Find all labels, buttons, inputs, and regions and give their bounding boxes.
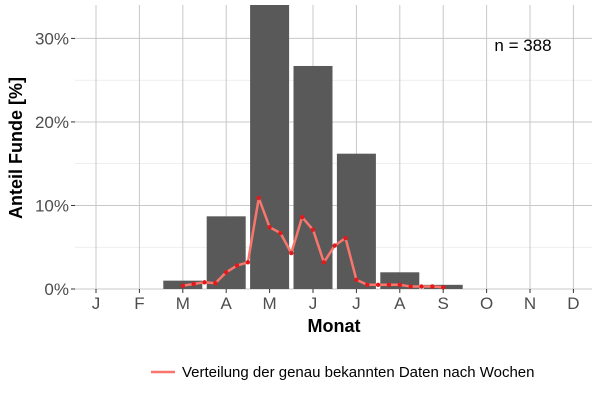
bar-m-4 [250, 5, 290, 289]
week-point-19 [386, 282, 392, 288]
x-tick-label: S [438, 294, 449, 313]
week-point-14 [332, 243, 337, 248]
week-point-13 [321, 260, 327, 265]
x-tick-label: O [480, 294, 493, 313]
week-point-2 [202, 280, 207, 285]
week-point-10 [289, 250, 294, 256]
y-axis-title: Anteil Funde [%] [6, 77, 26, 219]
bar-j-6 [336, 153, 376, 289]
x-tick-label: N [524, 294, 536, 313]
bars [163, 5, 463, 289]
week-point-7 [256, 195, 261, 201]
y-tick-label: 20% [35, 113, 69, 132]
week-point-18 [375, 282, 381, 288]
week-point-1 [191, 281, 196, 287]
week-point-23 [430, 284, 435, 289]
week-point-17 [365, 282, 370, 288]
week-point-0 [180, 283, 185, 288]
week-points [180, 195, 446, 290]
x-tick-label: M [176, 294, 190, 313]
sample-size-annotation: n = 388 [494, 36, 551, 55]
week-point-22 [419, 284, 424, 289]
week-point-16 [354, 277, 359, 283]
y-tick-label: 0% [44, 280, 69, 299]
week-point-12 [310, 227, 316, 232]
x-tick-label: M [263, 294, 277, 313]
legend: Verteilung der genau bekannten Daten nac… [151, 364, 535, 381]
x-tick-label: J [352, 294, 361, 313]
x-tick-label: J [309, 294, 318, 313]
x-tick-label: D [567, 294, 579, 313]
bar-a-3 [206, 216, 246, 289]
y-tick-label: 30% [35, 29, 69, 48]
week-point-11 [299, 214, 305, 220]
week-point-24 [441, 285, 446, 290]
y-tick-label: 10% [35, 196, 69, 215]
week-point-5 [234, 263, 240, 268]
bar-j-5 [293, 65, 333, 289]
week-point-15 [343, 235, 348, 241]
x-tick-label: A [394, 294, 406, 313]
week-point-8 [267, 224, 272, 230]
week-point-9 [278, 230, 283, 236]
x-tick-label: A [221, 294, 233, 313]
week-point-4 [224, 270, 229, 275]
x-tick-label: J [92, 294, 101, 313]
legend-label: Verteilung der genau bekannten Daten nac… [182, 364, 535, 381]
week-point-21 [408, 284, 413, 289]
week-point-3 [213, 280, 218, 286]
x-tick-label: F [134, 294, 144, 313]
y-axis-ticks: 0% 10% 20% 30% [35, 29, 75, 299]
week-point-6 [245, 260, 251, 265]
x-axis-title: Monat [308, 316, 361, 336]
week-point-20 [397, 282, 402, 288]
